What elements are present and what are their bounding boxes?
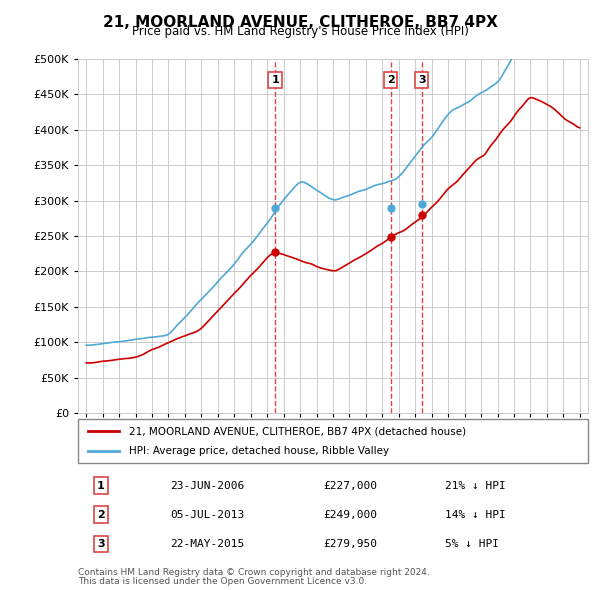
Text: 14% ↓ HPI: 14% ↓ HPI [445, 510, 506, 520]
Text: 5% ↓ HPI: 5% ↓ HPI [445, 539, 499, 549]
FancyBboxPatch shape [78, 419, 588, 463]
Text: 3: 3 [418, 76, 425, 85]
Text: £279,950: £279,950 [323, 539, 377, 549]
Text: 1: 1 [97, 480, 105, 490]
Text: 05-JUL-2013: 05-JUL-2013 [170, 510, 244, 520]
Text: 21, MOORLAND AVENUE, CLITHEROE, BB7 4PX: 21, MOORLAND AVENUE, CLITHEROE, BB7 4PX [103, 15, 497, 30]
Text: 3: 3 [97, 539, 105, 549]
Text: 22-MAY-2015: 22-MAY-2015 [170, 539, 244, 549]
Text: 23-JUN-2006: 23-JUN-2006 [170, 480, 244, 490]
Text: HPI: Average price, detached house, Ribble Valley: HPI: Average price, detached house, Ribb… [129, 446, 389, 455]
Text: Contains HM Land Registry data © Crown copyright and database right 2024.: Contains HM Land Registry data © Crown c… [78, 568, 430, 576]
Text: 21% ↓ HPI: 21% ↓ HPI [445, 480, 506, 490]
Text: 2: 2 [97, 510, 105, 520]
Text: £249,000: £249,000 [323, 510, 377, 520]
Text: This data is licensed under the Open Government Licence v3.0.: This data is licensed under the Open Gov… [78, 577, 367, 586]
Text: 21, MOORLAND AVENUE, CLITHEROE, BB7 4PX (detached house): 21, MOORLAND AVENUE, CLITHEROE, BB7 4PX … [129, 427, 466, 436]
Text: 2: 2 [387, 76, 395, 85]
Text: 1: 1 [271, 76, 279, 85]
Text: Price paid vs. HM Land Registry's House Price Index (HPI): Price paid vs. HM Land Registry's House … [131, 25, 469, 38]
Text: £227,000: £227,000 [323, 480, 377, 490]
